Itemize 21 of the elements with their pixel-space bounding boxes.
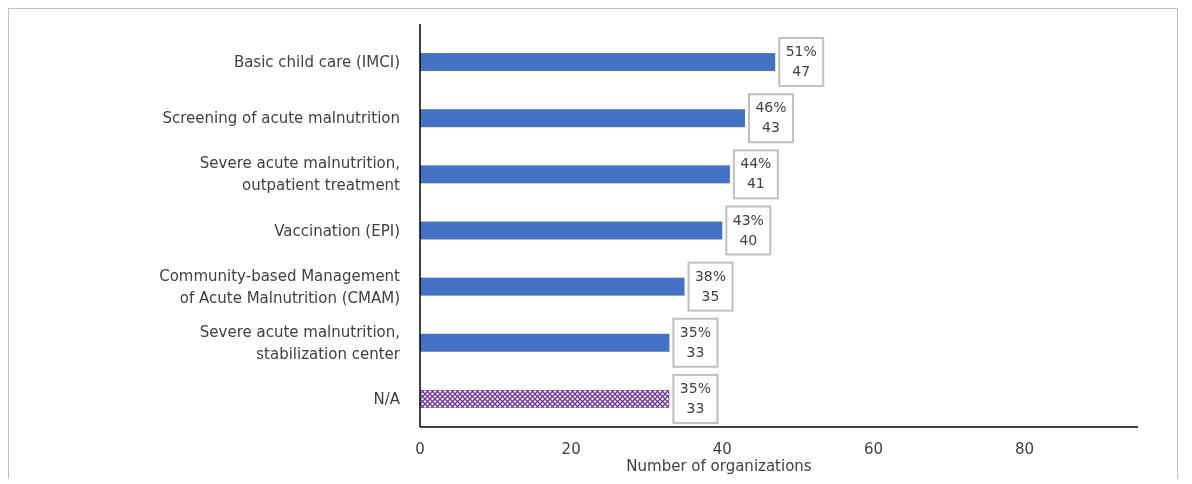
- x-tick-label: 40: [712, 440, 732, 458]
- y-tick-label: Community-based Management of Acute Malnutrition (CMAM): [159, 266, 401, 307]
- data-label: 44% 41: [740, 155, 772, 192]
- data-label: 46% 43: [755, 99, 787, 136]
- data-label: 38% 35: [694, 267, 727, 304]
- y-tick-label: Severe acute malnutrition, stabilization center: [199, 322, 401, 363]
- data-label: 35% 33: [679, 379, 711, 416]
- x-tick-label: 20: [561, 440, 581, 458]
- data-label: 35% 33: [679, 323, 711, 360]
- x-tick-label: 60: [863, 440, 884, 458]
- data-label: 43% 40: [732, 211, 764, 248]
- bar: [420, 109, 745, 128]
- x-tick-label: 80: [1015, 440, 1035, 458]
- x-axis-title: Number of organizations: [626, 457, 812, 475]
- data-label: 51% 47: [785, 43, 817, 80]
- y-tick-label: Screening of acute malnutrition: [162, 108, 400, 127]
- y-tick-label: N/A: [373, 389, 401, 408]
- y-tick-label: Basic child care (IMCI): [233, 52, 400, 71]
- x-tick-label: 0: [415, 440, 425, 458]
- y-tick-label: Vaccination (EPI): [274, 221, 400, 239]
- y-tick-label: Severe acute malnutrition, outpatient treatment: [199, 153, 401, 194]
